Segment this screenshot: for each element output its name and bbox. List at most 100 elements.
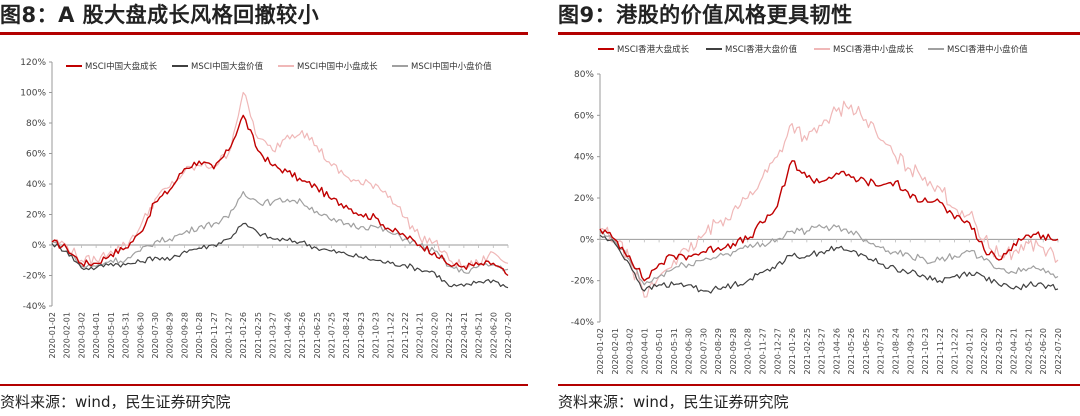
y-tick-label: 80%: [574, 70, 594, 80]
source-note: 资料来源：wind，民生证券研究院: [0, 393, 231, 411]
x-tick-label: 2021-05-26: [298, 312, 307, 359]
x-tick-label: 2022-01-21: [965, 328, 974, 375]
x-tick-label: 2020-05-01: [107, 312, 116, 359]
x-tick-label: 2022-01-21: [416, 312, 425, 359]
x-tick-label: 2020-01-02: [596, 328, 605, 375]
y-tick-label: -40%: [571, 318, 595, 328]
legend-label: MSCI中国中小盘价值: [411, 61, 492, 72]
legend-label: MSCI香港中小盘成长: [833, 44, 914, 55]
legend-label: MSCI香港中小盘价值: [947, 44, 1028, 55]
x-tick-label: 2020-01-02: [48, 312, 57, 359]
y-tick-label: 20%: [26, 211, 46, 221]
title-rule: [558, 32, 1080, 35]
x-tick-label: 2021-06-25: [313, 312, 322, 359]
x-tick-label: 2022-05-21: [1024, 328, 1033, 375]
x-tick-label: 2021-01-26: [788, 328, 797, 375]
x-tick-label: 2021-10-23: [921, 328, 930, 375]
legend-label: MSCI香港大盘价值: [725, 44, 798, 55]
x-tick-label: 2022-06-20: [1039, 328, 1048, 375]
x-tick-label: 2020-06-30: [685, 328, 694, 375]
x-tick-label: 2022-03-22: [445, 312, 454, 359]
title-rule: [0, 32, 528, 35]
x-tick-label: 2021-04-26: [283, 312, 292, 359]
series-line-3: [599, 100, 1059, 298]
x-tick-label: 2020-10-28: [195, 312, 204, 359]
source-rule: [0, 384, 528, 386]
y-tick-label: 80%: [26, 119, 46, 129]
series-line-4: [599, 224, 1059, 286]
x-tick-label: 2020-08-29: [714, 328, 723, 375]
x-tick-label: 2020-08-29: [166, 312, 175, 359]
figure-title: 图9：港股的价值风格更具韧性: [558, 3, 853, 27]
x-tick-label: 2021-04-26: [832, 328, 841, 375]
x-tick-label: 2020-05-31: [122, 312, 131, 359]
y-tick-label: 100%: [20, 89, 46, 99]
x-tick-label: 2020-10-28: [744, 328, 753, 375]
x-tick-label: 2022-03-22: [995, 328, 1004, 375]
x-tick-label: 2021-03-27: [269, 312, 278, 359]
x-tick-label: 2021-01-26: [239, 312, 248, 359]
y-tick-label: -20%: [23, 272, 47, 282]
x-tick-label: 2021-11-22: [386, 312, 395, 359]
line-chart: -40% -20% 0% 20% 40% 60% 80% 2020-01-02 2020-02-…: [571, 44, 1063, 375]
series-line-2: [51, 222, 509, 289]
x-tick-label: 2022-04-21: [460, 312, 469, 359]
y-tick-label: 60%: [26, 150, 46, 160]
x-tick-label: 2021-11-22: [936, 328, 945, 375]
x-tick-label: 2020-09-28: [180, 312, 189, 359]
x-tick-label: 2020-05-31: [670, 328, 679, 375]
x-tick-label: 2021-08-24: [342, 312, 351, 359]
x-tick-label: 2021-03-27: [818, 328, 827, 375]
x-tick-label: 2020-07-30: [151, 312, 160, 359]
source-note: 资料来源：wind，民生证券研究院: [558, 393, 789, 411]
y-tick-label: 20%: [574, 194, 594, 204]
legend-label: MSCI香港大盘成长: [617, 44, 690, 55]
x-tick-label: 2021-07-25: [327, 312, 336, 359]
x-tick-label: 2020-02-01: [611, 328, 620, 375]
y-tick-label: 40%: [574, 153, 594, 163]
x-tick-label: 2022-02-20: [980, 328, 989, 375]
x-tick-label: 2021-10-23: [372, 312, 381, 359]
x-tick-label: 2021-12-22: [401, 312, 410, 359]
x-tick-label: 2021-05-26: [847, 328, 856, 375]
legend-label: MSCI中国大盘价值: [191, 61, 264, 72]
x-tick-label: 2021-07-25: [877, 328, 886, 375]
x-tick-label: 2020-12-27: [225, 312, 234, 359]
x-tick-label: 2020-02-01: [63, 312, 72, 359]
x-tick-label: 2020-03-02: [77, 312, 86, 359]
x-tick-label: 2021-08-24: [891, 328, 900, 375]
x-tick-label: 2020-09-28: [729, 328, 738, 375]
y-tick-label: 120%: [20, 58, 46, 68]
x-tick-label: 2020-05-01: [655, 328, 664, 375]
x-tick-label: 2022-06-20: [489, 312, 498, 359]
x-tick-label: 2022-07-20: [504, 312, 513, 359]
source-rule: [558, 384, 1080, 386]
figure-title: 图8：A 股大盘成长风格回撤较小: [0, 3, 320, 27]
x-tick-label: 2020-03-02: [626, 328, 635, 375]
x-tick-label: 2021-02-25: [254, 312, 263, 359]
y-tick-label: 40%: [26, 180, 46, 190]
x-tick-label: 2020-11-27: [210, 312, 219, 359]
x-tick-label: 2020-06-30: [136, 312, 145, 359]
x-tick-label: 2020-04-01: [92, 312, 101, 359]
x-tick-label: 2020-04-01: [640, 328, 649, 375]
x-tick-label: 2021-06-25: [862, 328, 871, 375]
series-line-2: [599, 234, 1059, 294]
y-tick-label: -20%: [571, 277, 595, 287]
legend-label: MSCI中国中小盘成长: [297, 61, 378, 72]
y-tick-label: 0%: [32, 241, 47, 251]
panel-figure-8: 图8：A 股大盘成长风格回撤较小 -40% -20% 0% 20% 40% 60% 80% 1…: [0, 0, 528, 416]
y-tick-label: -40%: [23, 302, 47, 312]
x-tick-label: 2021-09-23: [357, 312, 366, 359]
series-line-3: [51, 91, 509, 268]
legend-label: MSCI中国大盘成长: [85, 61, 158, 72]
series-line-4: [51, 191, 509, 274]
y-tick-label: 60%: [574, 111, 594, 121]
x-tick-label: 2020-07-30: [699, 328, 708, 375]
x-tick-label: 2020-11-27: [759, 328, 768, 375]
x-tick-label: 2021-12-22: [951, 328, 960, 375]
x-tick-label: 2021-09-23: [906, 328, 915, 375]
series-line-1: [599, 160, 1059, 282]
series-line-1: [51, 114, 509, 277]
line-chart: -40% -20% 0% 20% 40% 60% 80% 100% 120% 2020-01-02…: [20, 58, 513, 359]
